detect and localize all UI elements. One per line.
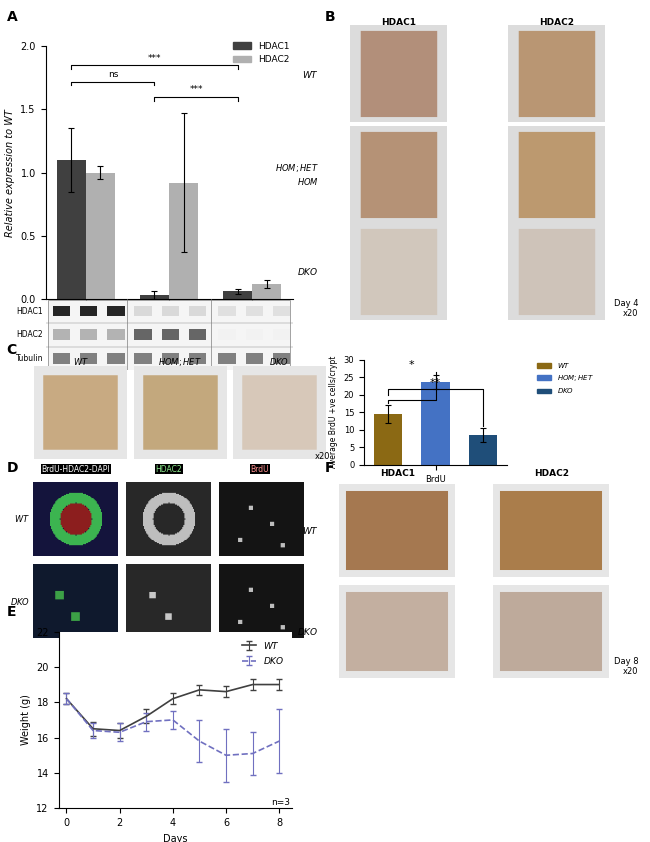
Bar [169, 183, 198, 299]
FancyBboxPatch shape [188, 353, 206, 364]
Text: $\it{HOM;HET}$: $\it{HOM;HET}$ [158, 355, 202, 368]
Text: $\it{DKO}$: $\it{DKO}$ [269, 355, 290, 366]
FancyBboxPatch shape [53, 329, 70, 340]
Bar [86, 173, 115, 299]
Text: $\it{HOM;HET}$: $\it{HOM;HET}$ [148, 376, 188, 388]
Text: HDAC2: HDAC2 [16, 330, 43, 339]
FancyBboxPatch shape [273, 306, 290, 317]
FancyBboxPatch shape [48, 300, 290, 370]
Text: HDAC1: HDAC1 [16, 306, 43, 316]
Bar [469, 435, 497, 465]
FancyBboxPatch shape [188, 329, 206, 340]
Bar [374, 414, 402, 465]
Bar [57, 160, 86, 299]
Text: Day 8
x20: Day 8 x20 [614, 657, 638, 676]
FancyBboxPatch shape [162, 306, 179, 317]
FancyBboxPatch shape [53, 353, 70, 364]
Text: n=3: n=3 [271, 797, 290, 807]
Text: HDAC2: HDAC2 [534, 469, 569, 477]
Legend: HDAC1, HDAC2: HDAC1, HDAC2 [229, 38, 293, 68]
Text: D: D [6, 461, 18, 475]
Text: $\it{DKO}$: $\it{DKO}$ [297, 626, 318, 637]
Text: $\it{DKO}$: $\it{DKO}$ [297, 266, 318, 278]
FancyBboxPatch shape [218, 353, 236, 364]
FancyBboxPatch shape [135, 353, 151, 364]
Text: $\it{HOM;HET}$
$\it{HOM}$: $\it{HOM;HET}$ $\it{HOM}$ [275, 162, 318, 187]
Text: $\it{WT}$: $\it{WT}$ [302, 68, 318, 80]
Text: ***: *** [148, 54, 161, 62]
FancyBboxPatch shape [162, 353, 179, 364]
FancyBboxPatch shape [80, 329, 98, 340]
Legend: $\it{WT}$, $\it{HOM;HET}$, $\it{DKO}$: $\it{WT}$, $\it{HOM;HET}$, $\it{DKO}$ [534, 358, 597, 398]
Text: A: A [6, 10, 18, 24]
Text: B: B [325, 10, 335, 24]
Bar [140, 295, 169, 299]
FancyBboxPatch shape [135, 329, 151, 340]
Text: $\it{WT}$: $\it{WT}$ [79, 376, 94, 387]
Text: C: C [6, 343, 17, 357]
FancyBboxPatch shape [188, 306, 206, 317]
Text: ***: *** [189, 85, 203, 94]
Text: $\it{WT}$: $\it{WT}$ [302, 525, 318, 536]
Text: HDAC1: HDAC1 [380, 469, 415, 477]
Text: F: F [325, 461, 335, 475]
FancyBboxPatch shape [246, 306, 263, 317]
Text: $\it{DKO}$: $\it{DKO}$ [10, 595, 30, 607]
X-axis label: Days: Days [163, 834, 188, 842]
Y-axis label: Average BrdU +ve cells/crypt: Average BrdU +ve cells/crypt [329, 356, 338, 468]
FancyBboxPatch shape [218, 306, 236, 317]
FancyBboxPatch shape [135, 306, 151, 317]
FancyBboxPatch shape [273, 329, 290, 340]
FancyBboxPatch shape [53, 306, 70, 317]
Text: Tubulin: Tubulin [16, 354, 43, 363]
Text: HDAC2: HDAC2 [156, 465, 182, 473]
Text: $\it{DKO}$: $\it{DKO}$ [240, 376, 259, 387]
Text: E: E [6, 605, 16, 620]
Text: BrdU: BrdU [251, 465, 269, 473]
Text: $\it{WT}$: $\it{WT}$ [14, 513, 30, 525]
Text: BrdU-HDAC2-DAPI: BrdU-HDAC2-DAPI [42, 465, 110, 473]
Bar [252, 284, 281, 299]
Text: HDAC2: HDAC2 [539, 19, 574, 27]
FancyBboxPatch shape [80, 353, 98, 364]
FancyBboxPatch shape [80, 306, 98, 317]
Text: ns: ns [108, 70, 118, 79]
FancyBboxPatch shape [107, 353, 125, 364]
FancyBboxPatch shape [273, 353, 290, 364]
FancyBboxPatch shape [107, 306, 125, 317]
Legend: $\it{WT}$, $\it{DKO}$: $\it{WT}$, $\it{DKO}$ [239, 636, 288, 669]
FancyBboxPatch shape [246, 329, 263, 340]
Text: $\it{WT}$: $\it{WT}$ [73, 355, 88, 366]
FancyBboxPatch shape [246, 353, 263, 364]
FancyBboxPatch shape [218, 329, 236, 340]
Text: Day 4
x20: Day 4 x20 [614, 299, 638, 318]
Text: x20: x20 [315, 452, 330, 461]
Bar [421, 382, 450, 465]
Bar [223, 291, 252, 299]
Text: **: ** [430, 377, 441, 387]
Y-axis label: Weight (g): Weight (g) [21, 695, 31, 745]
FancyBboxPatch shape [162, 329, 179, 340]
Text: HDAC1: HDAC1 [382, 19, 417, 27]
Y-axis label: Relative expression to WT: Relative expression to WT [5, 109, 15, 237]
FancyBboxPatch shape [107, 329, 125, 340]
Text: *: * [409, 360, 415, 370]
